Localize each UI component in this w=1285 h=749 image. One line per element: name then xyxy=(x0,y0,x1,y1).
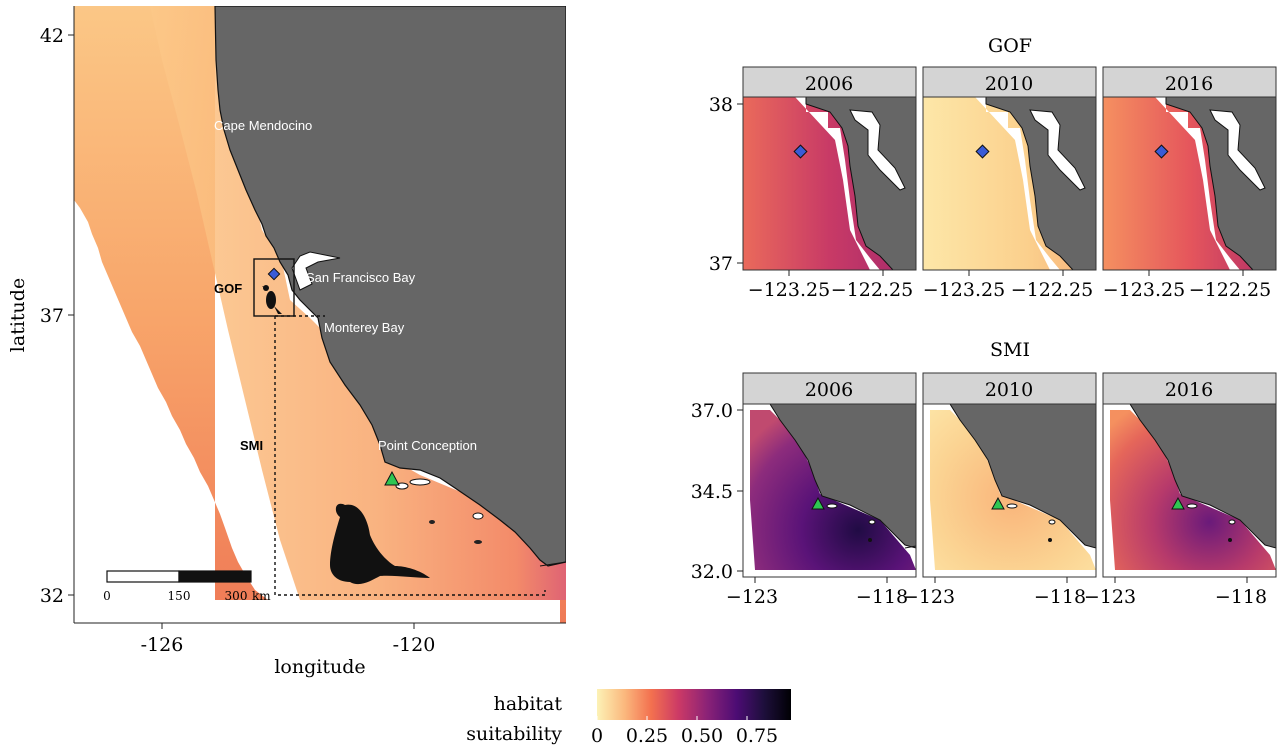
gof-panel-2016: 2016 xyxy=(1102,66,1277,271)
cormorant-icon xyxy=(262,285,282,314)
legend-title-line1: habitat xyxy=(494,693,563,715)
smi-title: SMI xyxy=(990,339,1030,361)
label-point-conception: Point Conception xyxy=(378,438,477,453)
gof-box xyxy=(253,258,295,317)
smi-marker xyxy=(384,470,400,486)
scale-label-0: 0 xyxy=(103,589,111,603)
y-tick-37: 37 xyxy=(40,305,64,327)
legend-tick-050: 0.50 xyxy=(681,725,723,747)
legend-colorbar xyxy=(597,689,791,720)
scale-bar: 0 150 300 km xyxy=(103,570,271,603)
gof-y-tick-38: 38 xyxy=(709,94,733,116)
scale-label-300: 300 xyxy=(225,589,248,603)
land-mass xyxy=(214,6,566,567)
gof-x-tick-2: −122.25 xyxy=(831,279,913,301)
gof-x-tick-5: −123.25 xyxy=(1103,279,1185,301)
label-san-francisco-bay: San Francisco Bay xyxy=(306,270,416,285)
smi-y-tick-34-5: 34.5 xyxy=(691,481,733,503)
smi-x-tick-5: −123 xyxy=(1084,586,1136,608)
smi-x-tick-6: −118 xyxy=(1215,586,1267,608)
x-tick-120: -120 xyxy=(393,634,436,656)
gof-panel-2010: 2010 xyxy=(922,66,1097,271)
gof-x-tick-6: −122.25 xyxy=(1189,279,1271,301)
legend: habitat suitability 0 0.25 0.50 0.75 xyxy=(466,689,791,747)
legend-title-line2: suitability xyxy=(466,723,562,745)
label-cape-mendocino: Cape Mendocino xyxy=(214,118,312,133)
smi-inset: SMI 2006 2010 xyxy=(691,339,1277,608)
gof-y-tick-37: 37 xyxy=(709,253,733,275)
smi-x-tick-1: −123 xyxy=(726,586,778,608)
smi-box xyxy=(274,315,546,596)
smi-strip-2006: 2006 xyxy=(805,379,853,401)
y-tick-42: 42 xyxy=(40,25,64,47)
gof-strip-2010: 2010 xyxy=(985,73,1033,95)
gof-strip-2006: 2006 xyxy=(805,73,853,95)
smi-y-tick-32: 32.0 xyxy=(691,561,733,583)
scale-unit: km xyxy=(252,589,271,603)
smi-x-tick-4: −118 xyxy=(1034,586,1086,608)
legend-tick-025: 0.25 xyxy=(626,725,668,747)
smi-strip-2016: 2016 xyxy=(1165,379,1213,401)
main-map: 42 37 32 -126 -120 longitude latitude Ca… xyxy=(7,6,566,678)
gof-inset: GOF 2006 2010 xyxy=(709,35,1277,301)
scale-label-150: 150 xyxy=(168,589,191,603)
sea-lion-icon xyxy=(330,503,430,585)
gof-x-tick-3: −123.25 xyxy=(923,279,1005,301)
x-tick-126: -126 xyxy=(141,634,184,656)
smi-x-tick-3: −123 xyxy=(903,586,955,608)
smi-panel-2006: 2006 xyxy=(742,372,917,578)
y-axis-label: latitude xyxy=(7,278,29,352)
y-tick-32: 32 xyxy=(40,585,64,607)
legend-tick-075: 0.75 xyxy=(736,725,778,747)
smi-y-tick-37: 37.0 xyxy=(691,400,733,422)
gof-x-tick-1: −123.25 xyxy=(748,279,830,301)
gof-marker xyxy=(267,267,281,281)
gof-panel-2006: 2006 xyxy=(742,66,917,271)
smi-panel-2016: 2016 xyxy=(1102,372,1277,578)
region-label-gof: GOF xyxy=(214,281,242,296)
legend-tick-0: 0 xyxy=(591,725,603,747)
gof-strip-2016: 2016 xyxy=(1165,73,1213,95)
gof-title: GOF xyxy=(988,35,1032,57)
smi-strip-2010: 2010 xyxy=(985,379,1033,401)
smi-panel-2010: 2010 xyxy=(922,372,1097,578)
x-axis-label: longitude xyxy=(274,656,365,678)
label-monterey-bay: Monterey Bay xyxy=(324,320,405,335)
gof-x-tick-4: −122.25 xyxy=(1011,279,1093,301)
smi-x-tick-2: −118 xyxy=(856,586,908,608)
region-label-smi: SMI xyxy=(240,438,263,453)
